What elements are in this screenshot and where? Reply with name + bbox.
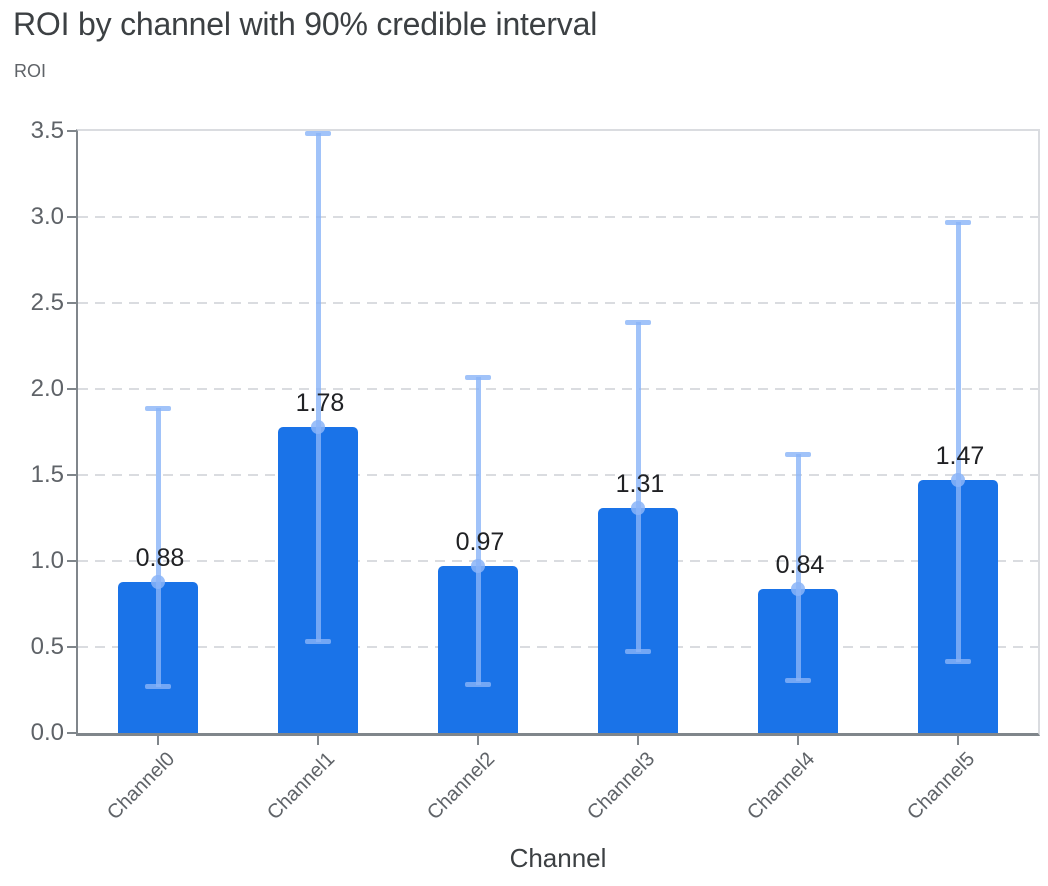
x-tick-label: Channel3	[583, 748, 660, 825]
y-tick	[67, 646, 76, 648]
x-tick-label: Channel0	[103, 748, 180, 825]
x-tick-label: Channel1	[263, 748, 340, 825]
chart-title: ROI by channel with 90% credible interva…	[13, 6, 598, 42]
mean-marker	[151, 574, 165, 589]
gridline	[78, 216, 1038, 218]
error-bar-cap-bottom	[625, 649, 651, 655]
error-bar-cap-top	[945, 220, 971, 226]
y-tick-label: 0.5	[30, 633, 64, 660]
error-bar-cap-bottom	[785, 678, 811, 684]
y-tick-label: 1.0	[30, 547, 64, 574]
error-bar-cap-bottom	[145, 683, 171, 689]
x-tick	[157, 736, 159, 745]
error-bar-whisker	[956, 222, 961, 663]
mean-marker	[471, 559, 485, 574]
mean-marker	[311, 419, 325, 434]
y-tick-label: 3.0	[30, 203, 64, 230]
error-bar-whisker	[476, 376, 481, 685]
error-bar-cap-top	[465, 374, 491, 380]
gridline	[78, 560, 1038, 562]
mean-marker	[951, 473, 965, 488]
gridline	[78, 388, 1038, 390]
y-tick	[67, 732, 76, 734]
mean-marker	[791, 581, 805, 596]
y-tick	[67, 302, 76, 304]
plot-area: 0.88 1.78 0.97 1.31 0.84 1.47	[76, 129, 1040, 736]
x-tick-label: Channel4	[743, 748, 820, 825]
x-tick	[317, 736, 319, 745]
x-tick	[477, 736, 479, 745]
y-axis-title: ROI	[14, 61, 47, 81]
y-tick	[67, 388, 76, 390]
y-tick	[67, 474, 76, 476]
gridline	[78, 646, 1038, 648]
y-tick	[67, 130, 76, 132]
x-axis-title: Channel	[509, 843, 607, 873]
x-tick	[957, 736, 959, 745]
y-tick-label: 0.0	[30, 719, 64, 746]
gridline	[78, 302, 1038, 304]
error-bar-cap-top	[625, 319, 651, 325]
gridline	[78, 474, 1038, 476]
error-bar-whisker	[156, 407, 161, 687]
x-tick	[637, 736, 639, 745]
error-bar-whisker	[796, 454, 801, 682]
x-tick-label: Channel5	[903, 748, 980, 825]
error-bar-cap-top	[785, 452, 811, 458]
error-bar-cap-top	[145, 405, 171, 411]
error-bar-whisker	[636, 321, 641, 653]
y-tick-label: 2.0	[30, 375, 64, 402]
y-tick-label: 1.5	[30, 461, 64, 488]
x-tick	[797, 736, 799, 745]
error-bar-cap-bottom	[305, 638, 331, 644]
error-bar-cap-top	[305, 130, 331, 136]
error-bar-cap-bottom	[945, 659, 971, 665]
y-tick-label: 2.5	[30, 289, 64, 316]
error-bar-cap-bottom	[465, 681, 491, 687]
y-tick-label: 3.5	[30, 117, 64, 144]
x-tick-label: Channel2	[423, 748, 500, 825]
y-tick	[67, 560, 76, 562]
error-bar-whisker	[316, 132, 321, 642]
mean-marker	[631, 500, 645, 515]
y-tick	[67, 216, 76, 218]
